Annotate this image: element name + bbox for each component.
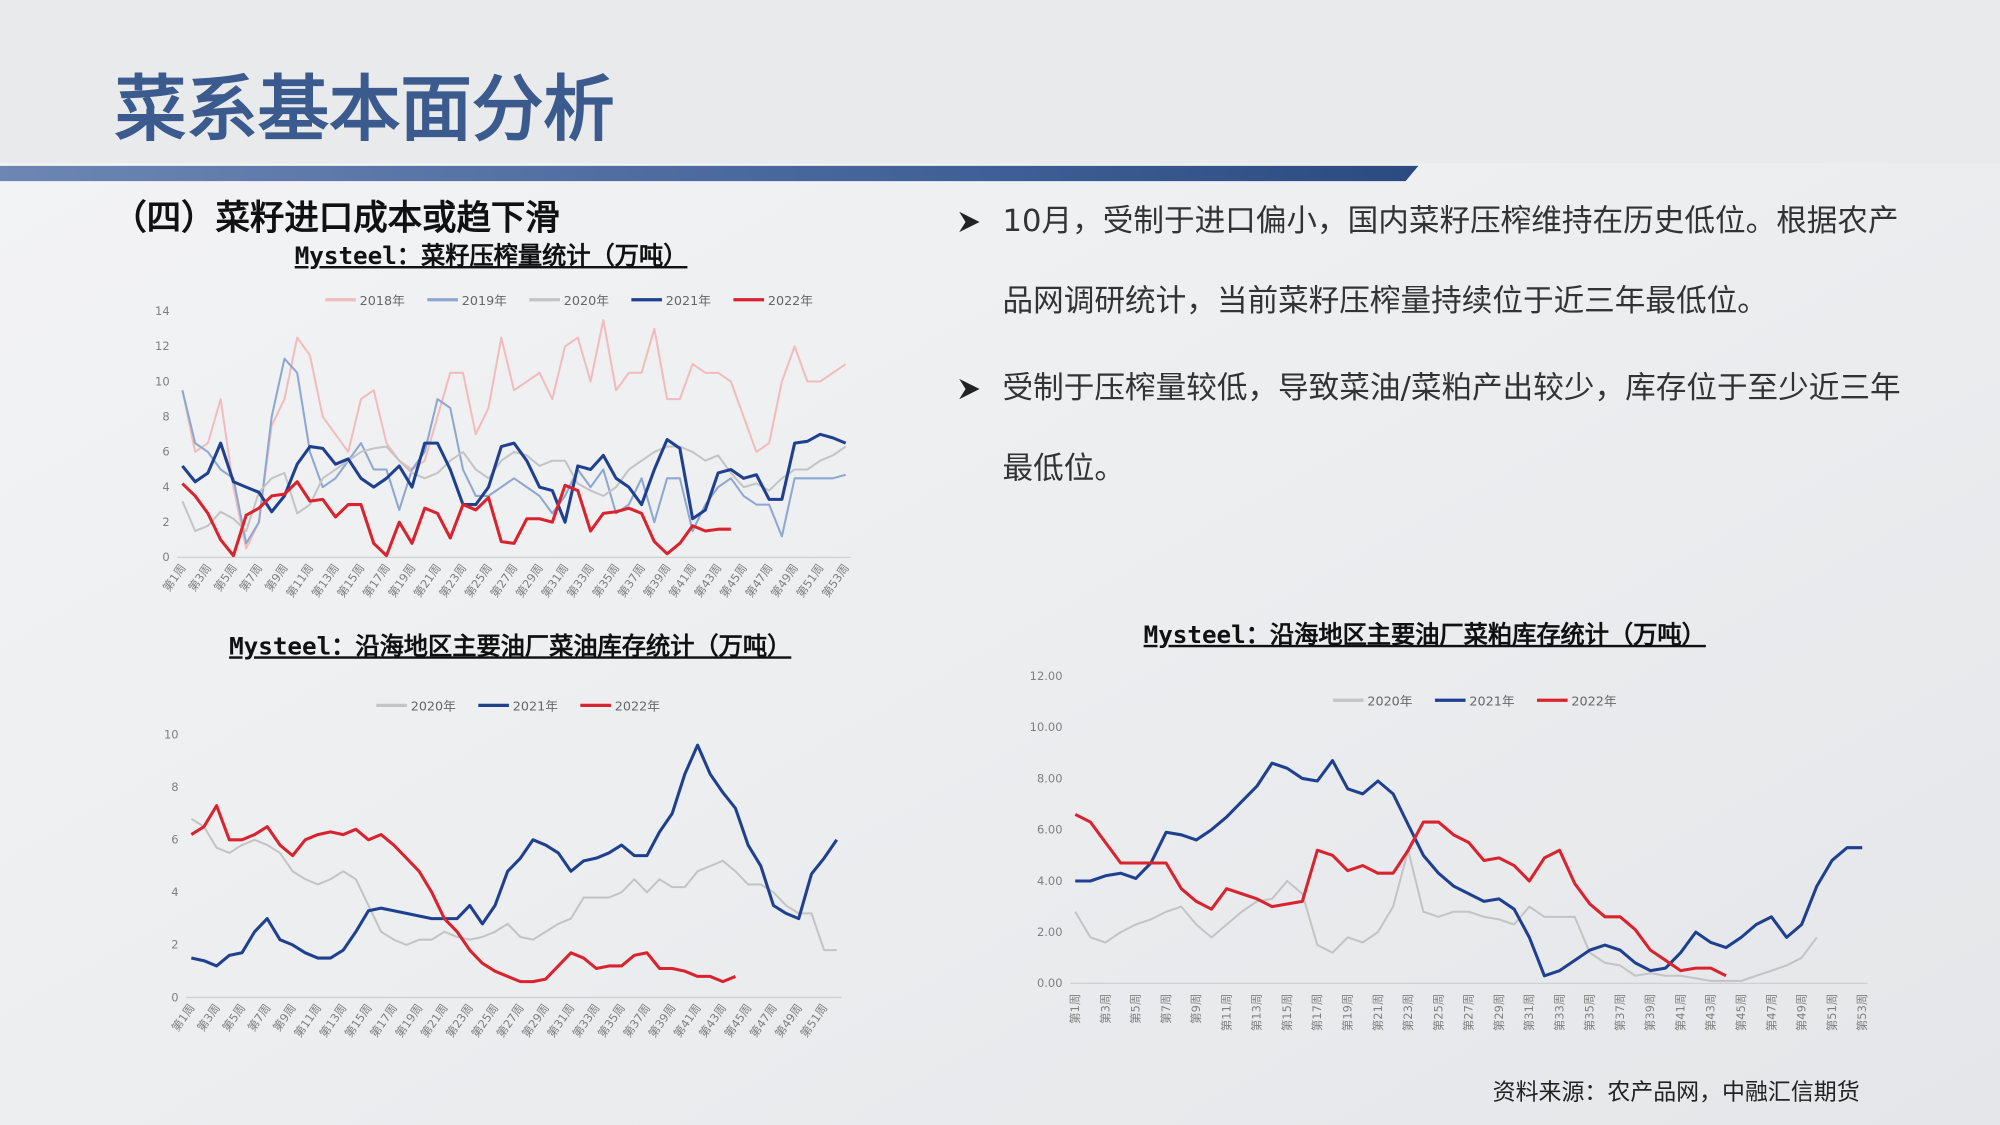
legend-label: 2020年 <box>411 699 456 714</box>
bullet-text: 受制于压榨量较低，导致菜油/菜粕产出较少，库存位于至少近三年最低位。 <box>1002 369 1901 486</box>
series-line <box>181 319 847 550</box>
y-tick-label: 4.00 <box>1037 874 1063 888</box>
bullet-arrow <box>959 378 980 400</box>
bullet-box: 受制于压榨量较低，导致菜油/菜粕产出较少，库存位于至少近三年最低位。 <box>1002 369 1901 486</box>
legend-label: 2021年 <box>513 699 558 714</box>
series-line <box>1074 813 1727 978</box>
legend-label: 2020年 <box>564 294 609 309</box>
y-tick-label: 10 <box>164 728 179 742</box>
y-tick-label: 4 <box>171 885 178 899</box>
x-tick-label: 第3周 <box>1098 994 1112 1024</box>
header-band <box>0 165 1419 182</box>
x-tick-label: 第19周 <box>1341 994 1355 1032</box>
series-line <box>1074 849 1818 982</box>
legend-label: 2022年 <box>1571 694 1616 709</box>
series-line <box>181 445 847 533</box>
chart-title: Mysteel：菜籽压榨量统计（万吨） <box>295 242 688 270</box>
x-tick-label: 第7周 <box>1159 994 1173 1024</box>
legend-label: 2019年 <box>462 294 507 309</box>
x-tick-label: 第21周 <box>1371 994 1385 1032</box>
x-tick-label: 第17周 <box>1310 994 1324 1032</box>
y-tick-label: 2 <box>162 515 169 529</box>
x-tick-label: 第49周 <box>1795 994 1809 1032</box>
x-tick-label: 第9周 <box>1189 994 1203 1024</box>
series-line <box>190 804 737 984</box>
x-tick-label: 第29周 <box>1492 994 1506 1032</box>
y-tick-label: 2 <box>171 938 178 952</box>
chart-title: Mysteel：沿海地区主要油厂菜油库存统计（万吨） <box>229 632 791 660</box>
y-tick-label: 0 <box>171 990 178 1004</box>
x-tick-label: 第43周 <box>1704 994 1718 1032</box>
x-tick-label: 第41周 <box>1673 994 1687 1032</box>
x-tick-label: 第23周 <box>1401 994 1415 1032</box>
x-tick-label: 第51周 <box>1825 994 1839 1032</box>
legend-label: 2018年 <box>360 294 405 309</box>
y-tick-label: 12 <box>155 339 170 353</box>
series-line <box>181 357 846 545</box>
series-line <box>181 480 731 558</box>
bullet-arrow <box>959 211 980 233</box>
x-tick-label: 第11周 <box>1219 994 1233 1032</box>
y-tick-label: 0 <box>162 550 169 564</box>
y-tick-label: 6.00 <box>1037 823 1063 837</box>
page-title: 菜系基本面分析 <box>115 68 615 151</box>
series-line <box>181 432 847 524</box>
x-tick-label: 第37周 <box>1613 994 1627 1032</box>
bullet-text: 10月，受制于进口偏小，国内菜籽压榨维持在历史低位。根据农产品网调研统计，当前菜… <box>1002 202 1899 319</box>
x-tick-label: 第13周 <box>1250 994 1264 1032</box>
y-tick-label: 8 <box>171 780 178 794</box>
x-tick-label: 第45周 <box>1734 994 1748 1032</box>
y-tick-label: 8.00 <box>1037 771 1063 785</box>
y-tick-label: 8 <box>162 410 169 424</box>
series-line <box>191 743 838 968</box>
x-tick-label: 第39周 <box>1643 994 1657 1032</box>
legend-label: 2022年 <box>615 699 660 714</box>
legend-label: 2022年 <box>768 294 813 309</box>
source-note: 资料来源：农产品网，中融汇信期货 <box>1493 1079 1860 1105</box>
x-tick-label: 第15周 <box>1280 994 1294 1032</box>
y-tick-label: 6 <box>171 833 178 847</box>
subtitle: （四）菜籽进口成本或趋下滑 <box>112 199 560 239</box>
x-tick-label: 第5周 <box>1129 994 1143 1024</box>
x-tick-label: 第25周 <box>1431 994 1445 1032</box>
y-tick-label: 4 <box>162 480 169 494</box>
y-tick-label: 12.00 <box>1030 669 1063 683</box>
y-tick-label: 10 <box>155 374 170 388</box>
x-tick-label: 第53周 <box>1855 994 1869 1032</box>
bullet-box: 10月，受制于进口偏小，国内菜籽压榨维持在历史低位。根据农产品网调研统计，当前菜… <box>1002 202 1899 319</box>
x-tick-label: 第47周 <box>1764 994 1778 1032</box>
y-tick-label: 10.00 <box>1030 720 1063 734</box>
y-tick-label: 0.00 <box>1037 976 1063 990</box>
legend-label: 2020年 <box>1367 694 1412 709</box>
x-tick-label: 第1周 <box>1068 994 1082 1024</box>
x-tick-label: 第31周 <box>1522 994 1536 1032</box>
x-tick-label: 第33周 <box>1552 994 1566 1032</box>
x-tick-label: 第27周 <box>1462 994 1476 1032</box>
chart-title: Mysteel：沿海地区主要油厂菜粕库存统计（万吨） <box>1144 621 1706 649</box>
y-tick-label: 2.00 <box>1037 925 1063 939</box>
legend-label: 2021年 <box>666 294 711 309</box>
legend-label: 2021年 <box>1469 694 1514 709</box>
header-bg <box>0 0 2000 164</box>
x-tick-label: 第35周 <box>1583 994 1597 1032</box>
series-line <box>190 817 837 952</box>
series-line <box>1075 759 1863 978</box>
y-tick-label: 14 <box>155 304 170 318</box>
y-tick-label: 6 <box>162 445 169 459</box>
